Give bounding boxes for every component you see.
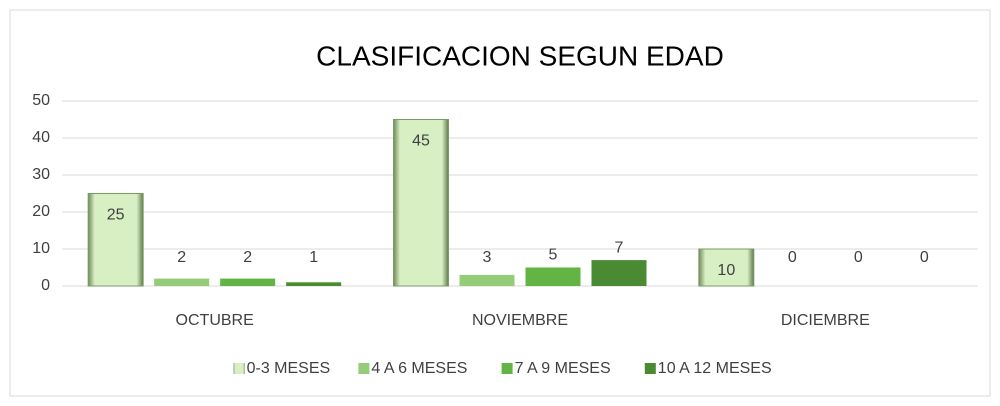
- data-label: 0: [788, 249, 797, 266]
- y-tick-label: 20: [32, 203, 50, 220]
- bar: [220, 278, 276, 286]
- data-label: 5: [549, 247, 558, 264]
- data-label: 1: [309, 249, 318, 266]
- data-label: 45: [412, 133, 430, 150]
- legend-label: 4 A 6 MESES: [371, 360, 467, 377]
- data-label: 3: [483, 249, 492, 266]
- data-label: 0: [854, 249, 863, 266]
- bar: [286, 282, 342, 286]
- data-label: 7: [615, 239, 624, 256]
- legend-swatch: [501, 363, 513, 374]
- data-label: 10: [717, 262, 735, 279]
- legend-label: 0-3 MESES: [247, 360, 331, 377]
- x-tick-label: OCTUBRE: [176, 312, 254, 329]
- bar: [459, 274, 515, 286]
- chart-title: CLASIFICACION SEGUN EDAD: [316, 40, 724, 71]
- y-tick-label: 40: [32, 129, 50, 146]
- chart-border: [9, 9, 991, 397]
- bar: [698, 248, 755, 287]
- legend-swatch: [358, 363, 370, 374]
- legend-swatch: [644, 363, 656, 374]
- legend-swatch: [233, 363, 245, 374]
- y-tick-label: 10: [32, 240, 50, 257]
- legend-label: 10 A 12 MESES: [658, 360, 772, 377]
- data-label: 2: [243, 249, 252, 266]
- data-label: 25: [107, 207, 125, 224]
- data-label: 2: [177, 249, 186, 266]
- y-tick-label: 50: [32, 92, 50, 109]
- legend-label: 7 A 9 MESES: [515, 360, 611, 377]
- x-tick-label: NOVIEMBRE: [472, 312, 568, 329]
- bar: [393, 119, 449, 287]
- data-label: 0: [920, 249, 929, 266]
- y-tick-label: 30: [32, 166, 50, 183]
- bar: [591, 260, 647, 286]
- bar: [87, 193, 144, 287]
- bar: [154, 278, 210, 286]
- y-tick-label: 0: [41, 277, 50, 294]
- bar: [525, 267, 581, 286]
- x-tick-label: DICIEMBRE: [781, 312, 870, 329]
